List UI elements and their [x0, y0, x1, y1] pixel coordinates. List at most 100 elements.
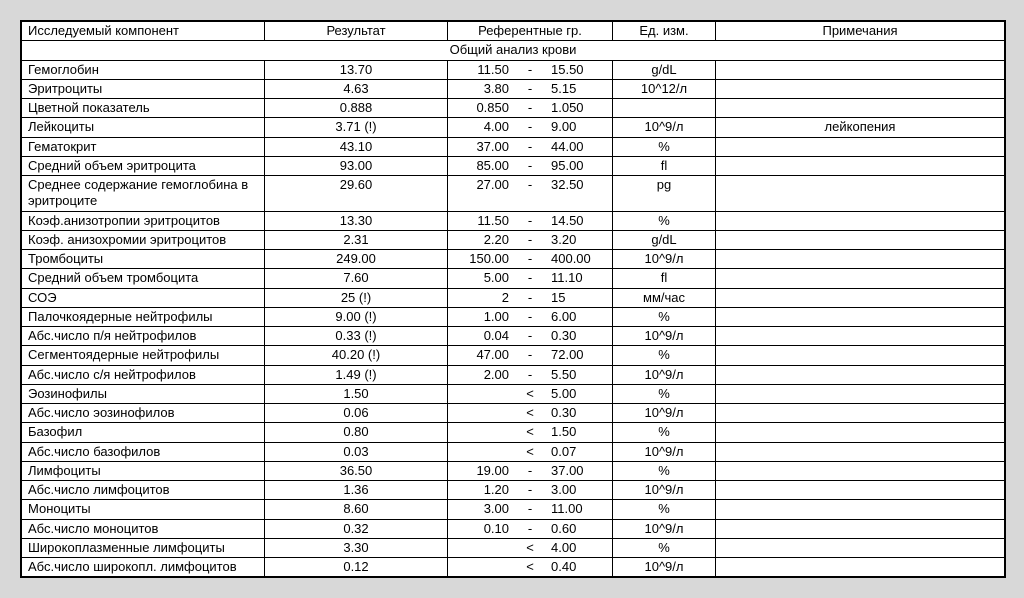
cell-ref-sep: <: [515, 384, 545, 403]
table-row: Абс.число широкопл. лимфоцитов0.12<0.401…: [22, 558, 1005, 577]
cell-ref-sep: -: [515, 307, 545, 326]
table-row: СОЭ25 (!)2-15мм/час: [22, 288, 1005, 307]
cell-note: [716, 230, 1005, 249]
cell-ref-sep: -: [515, 288, 545, 307]
cell-note: [716, 327, 1005, 346]
cell-ref-low: 2.20: [448, 230, 516, 249]
cell-ref-low: 1.20: [448, 481, 516, 500]
cell-note: [716, 481, 1005, 500]
cell-result: 0.32: [265, 519, 448, 538]
cell-ref-low: 0.850: [448, 99, 516, 118]
cell-unit: %: [613, 461, 716, 480]
cell-ref-high: 0.30: [545, 404, 613, 423]
cell-note: [716, 176, 1005, 212]
table-row: Абс.число базофилов0.03<0.0710^9/л: [22, 442, 1005, 461]
table-row: Коэф.анизотропии эритроцитов13.3011.50-1…: [22, 211, 1005, 230]
cell-ref-high: 95.00: [545, 156, 613, 175]
cell-ref-low: 2: [448, 288, 516, 307]
cell-unit: %: [613, 346, 716, 365]
cell-component: Гематокрит: [22, 137, 265, 156]
cell-component: Абс.число п/я нейтрофилов: [22, 327, 265, 346]
cell-ref-low: 11.50: [448, 211, 516, 230]
header-unit: Ед. изм.: [613, 22, 716, 41]
table-row: Абс.число п/я нейтрофилов0.33 (!)0.04-0.…: [22, 327, 1005, 346]
table-row: Эозинофилы1.50<5.00%: [22, 384, 1005, 403]
cell-ref-high: 14.50: [545, 211, 613, 230]
cell-ref-sep: -: [515, 327, 545, 346]
table-row: Цветной показатель0.8880.850-1.050: [22, 99, 1005, 118]
cell-ref-low: [448, 404, 516, 423]
table-row: Широкоплазменные лимфоциты3.30<4.00%: [22, 538, 1005, 557]
cell-ref-sep: -: [515, 176, 545, 212]
cell-ref-high: 1.050: [545, 99, 613, 118]
cell-ref-sep: -: [515, 365, 545, 384]
cell-ref-sep: -: [515, 500, 545, 519]
table-row: Гемоглобин13.7011.50-15.50g/dL: [22, 60, 1005, 79]
table-row: Абс.число с/я нейтрофилов1.49 (!)2.00-5.…: [22, 365, 1005, 384]
cell-note: лейкопения: [716, 118, 1005, 137]
cell-component: Средний объем эритроцита: [22, 156, 265, 175]
cell-component: Сегментоядерные нейтрофилы: [22, 346, 265, 365]
cell-unit: %: [613, 423, 716, 442]
cell-component: Абс.число моноцитов: [22, 519, 265, 538]
table-row: Коэф. анизохромии эритроцитов2.312.20-3.…: [22, 230, 1005, 249]
cell-ref-low: 0.04: [448, 327, 516, 346]
cell-result: 25 (!): [265, 288, 448, 307]
section-row: Общий анализ крови: [22, 41, 1005, 60]
cell-ref-high: 11.00: [545, 500, 613, 519]
cell-note: [716, 79, 1005, 98]
table-row: Сегментоядерные нейтрофилы40.20 (!)47.00…: [22, 346, 1005, 365]
cell-result: 0.80: [265, 423, 448, 442]
cell-note: [716, 384, 1005, 403]
cell-ref-high: 32.50: [545, 176, 613, 212]
cell-ref-low: [448, 423, 516, 442]
cell-component: Абс.число лимфоцитов: [22, 481, 265, 500]
cell-unit: мм/час: [613, 288, 716, 307]
cell-ref-sep: -: [515, 461, 545, 480]
cell-ref-sep: -: [515, 481, 545, 500]
cell-ref-low: [448, 558, 516, 577]
cell-result: 0.33 (!): [265, 327, 448, 346]
cell-ref-low: 19.00: [448, 461, 516, 480]
cell-note: [716, 404, 1005, 423]
cell-ref-sep: <: [515, 558, 545, 577]
header-reference: Референтные гр.: [448, 22, 613, 41]
cell-component: Моноциты: [22, 500, 265, 519]
cell-component: Средний объем тромбоцита: [22, 269, 265, 288]
header-note: Примечания: [716, 22, 1005, 41]
cell-note: [716, 99, 1005, 118]
cell-component: СОЭ: [22, 288, 265, 307]
cell-unit: %: [613, 538, 716, 557]
cell-result: 0.12: [265, 558, 448, 577]
cell-result: 1.50: [265, 384, 448, 403]
cell-result: 0.888: [265, 99, 448, 118]
cell-unit: %: [613, 384, 716, 403]
cell-ref-low: [448, 384, 516, 403]
cell-note: [716, 156, 1005, 175]
cell-ref-high: 0.07: [545, 442, 613, 461]
cell-ref-high: 3.00: [545, 481, 613, 500]
cell-ref-low: 1.00: [448, 307, 516, 326]
cell-component: Абс.число эозинофилов: [22, 404, 265, 423]
cell-unit: 10^9/л: [613, 327, 716, 346]
cell-unit: pg: [613, 176, 716, 212]
table-row: Средний объем эритроцита93.0085.00-95.00…: [22, 156, 1005, 175]
cell-result: 4.63: [265, 79, 448, 98]
table-row: Палочкоядерные нейтрофилы9.00 (!)1.00-6.…: [22, 307, 1005, 326]
cell-ref-sep: -: [515, 230, 545, 249]
cell-component: Лимфоциты: [22, 461, 265, 480]
cell-result: 2.31: [265, 230, 448, 249]
table-row: Базофил0.80<1.50%: [22, 423, 1005, 442]
cell-ref-high: 5.00: [545, 384, 613, 403]
cell-result: 0.06: [265, 404, 448, 423]
cell-unit: 10^9/л: [613, 558, 716, 577]
table-row: Среднее содержание гемоглобина в эритроц…: [22, 176, 1005, 212]
cell-unit: %: [613, 137, 716, 156]
cell-unit: g/dL: [613, 230, 716, 249]
cell-note: [716, 137, 1005, 156]
cell-note: [716, 288, 1005, 307]
cell-unit: 10^9/л: [613, 118, 716, 137]
cell-note: [716, 307, 1005, 326]
cell-ref-sep: <: [515, 538, 545, 557]
cell-component: Коэф.анизотропии эритроцитов: [22, 211, 265, 230]
